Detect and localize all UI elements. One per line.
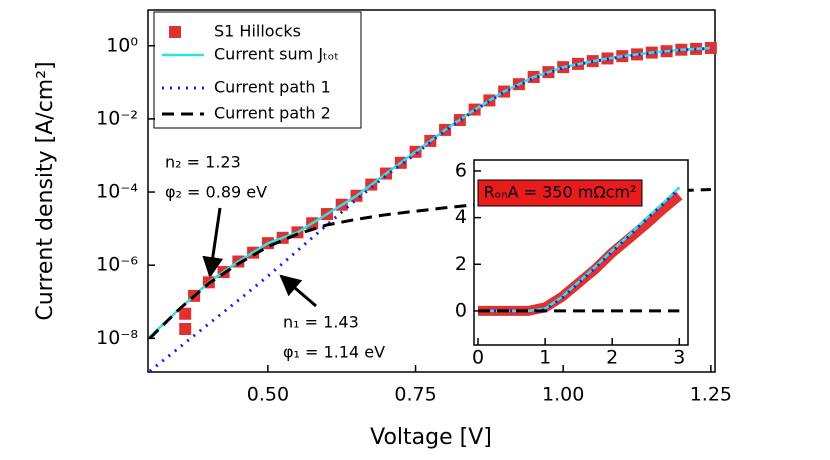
annotation: n₁ = 1.43 <box>283 313 359 332</box>
y-tick-label: 10⁻⁴ <box>96 181 138 203</box>
y-tick-label: 10⁰ <box>106 34 138 56</box>
data-point <box>179 322 192 335</box>
legend-label: Current path 2 <box>214 104 331 123</box>
x-tick-label: 0.50 <box>247 384 289 406</box>
annotation: φ₂ = 0.89 eV <box>165 183 267 202</box>
x-tick-label: 0 <box>472 347 484 369</box>
inset-plot: 0 1 2 3 0 2 4 6 RₒₙA = 350 mΩcm² <box>455 159 685 368</box>
annotation: n₂ = 1.23 <box>165 153 241 172</box>
legend-label: S1 Hillocks <box>214 22 301 41</box>
annotation: RₒₙA = 350 mΩcm² <box>484 183 637 202</box>
x-tick-label: 1.00 <box>542 384 584 406</box>
y-tick-label: 10⁻⁸ <box>96 327 138 349</box>
y-tick-label: 2 <box>455 253 467 275</box>
series-line <box>148 46 711 338</box>
plot-frame <box>147 9 716 373</box>
x-tick-label: 1 <box>539 347 551 369</box>
y-tick-label: 6 <box>455 159 467 181</box>
x-tick-label: 2 <box>606 347 618 369</box>
x-tick-label: 1.25 <box>690 384 732 406</box>
legend-label: Current path 1 <box>214 78 331 97</box>
y-tick-label: 10⁻⁶ <box>96 254 138 276</box>
series-line <box>478 187 681 313</box>
x-tick-label: 3 <box>673 347 685 369</box>
y-tick-label: 4 <box>455 206 467 228</box>
arrow <box>279 274 317 308</box>
y-axis-label: Current density [A/cm²] <box>33 61 58 320</box>
legend-label: Current sum Jₜₒₜ <box>214 45 339 64</box>
x-tick-label: 0.75 <box>394 384 436 406</box>
data-point <box>179 307 192 320</box>
annotation: φ₁ = 1.14 eV <box>283 343 385 362</box>
arrow <box>202 207 224 279</box>
y-tick-label: 10⁻² <box>96 107 138 129</box>
legend-symbol <box>169 26 181 38</box>
y-tick-label: 0 <box>455 299 467 321</box>
annotation-box <box>477 179 643 207</box>
x-axis-label: Voltage [V] <box>370 425 492 450</box>
legend-box <box>153 11 362 129</box>
